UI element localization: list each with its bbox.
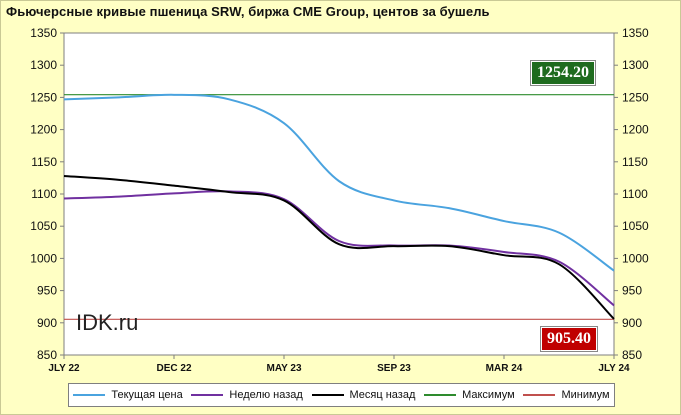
y-tick-label-left: 1050 xyxy=(30,219,57,233)
chart-canvas: 850 850 900 900 950 950 1000 1000 1050 1050 1100 11… xyxy=(30,26,649,374)
legend-item-month-ago: Месяц назад xyxy=(311,389,416,401)
legend-label: Месяц назад xyxy=(349,389,416,401)
x-tick-label: MAR 24 xyxy=(486,363,523,374)
legend-item-maximum: Максимум xyxy=(424,389,515,401)
series-line-current xyxy=(63,93,615,272)
x-tick-label: SEP 23 xyxy=(377,363,411,374)
chart-title: Фьючерсные кривые пшеница SRW, биржа CME… xyxy=(6,4,490,19)
y-tick-label-left: 1100 xyxy=(31,187,57,201)
y-tick-label-left: 1250 xyxy=(30,90,57,104)
min-value-badge: 905.40 xyxy=(541,327,597,352)
y-tick-label-left: 950 xyxy=(37,284,57,298)
y-tick-label-right: 1250 xyxy=(622,90,649,104)
y-tick-label-right: 950 xyxy=(622,284,642,298)
legend-swatch xyxy=(311,394,344,396)
y-tick-label-left: 1300 xyxy=(30,58,57,72)
max-value-badge: 1254.20 xyxy=(531,60,595,85)
series-line-month-ago xyxy=(63,174,615,320)
y-tick-label-right: 1300 xyxy=(622,58,649,72)
legend-label: Максимум xyxy=(462,389,515,401)
y-tick-label-right: 1150 xyxy=(622,155,648,169)
y-tick-label-left: 1150 xyxy=(31,155,57,169)
y-tick-label-left: 850 xyxy=(37,348,57,362)
y-tick-label-right: 900 xyxy=(622,316,642,330)
y-tick-label-right: 1350 xyxy=(622,26,649,40)
y-tick-label-right: 1000 xyxy=(622,251,649,265)
legend-item-current: Текущая цена xyxy=(73,389,183,401)
y-tick-label-left: 1000 xyxy=(30,251,57,265)
series-line-week-ago xyxy=(63,190,615,307)
legend-swatch xyxy=(191,394,224,396)
y-tick-label-left: 1350 xyxy=(30,26,57,40)
legend-swatch xyxy=(73,394,106,396)
y-tick-label-right: 850 xyxy=(622,348,642,362)
legend-item-week-ago: Неделю назад xyxy=(191,389,303,401)
chart-legend: Текущая цена Неделю назад Месяц назад Ма… xyxy=(68,383,615,407)
y-tick-label-right: 1050 xyxy=(622,219,649,233)
y-tick-label-left: 900 xyxy=(37,316,57,330)
watermark: IDK.ru xyxy=(76,310,139,335)
x-tick-label: DEC 22 xyxy=(156,363,191,374)
legend-swatch xyxy=(424,394,457,396)
x-tick-label: JLY 24 xyxy=(598,363,630,374)
y-tick-label-right: 1100 xyxy=(622,187,648,201)
x-tick-label: JLY 22 xyxy=(48,363,80,374)
y-tick-label-left: 1200 xyxy=(30,123,57,137)
legend-label: Текущая цена xyxy=(111,389,183,401)
legend-label: Неделю назад xyxy=(229,389,303,401)
legend-item-minimum: Минимум xyxy=(523,389,610,401)
legend-label: Минимум xyxy=(561,389,610,401)
y-tick-label-right: 1200 xyxy=(622,123,649,137)
legend-swatch xyxy=(523,394,556,396)
x-tick-label: MAY 23 xyxy=(266,363,301,374)
